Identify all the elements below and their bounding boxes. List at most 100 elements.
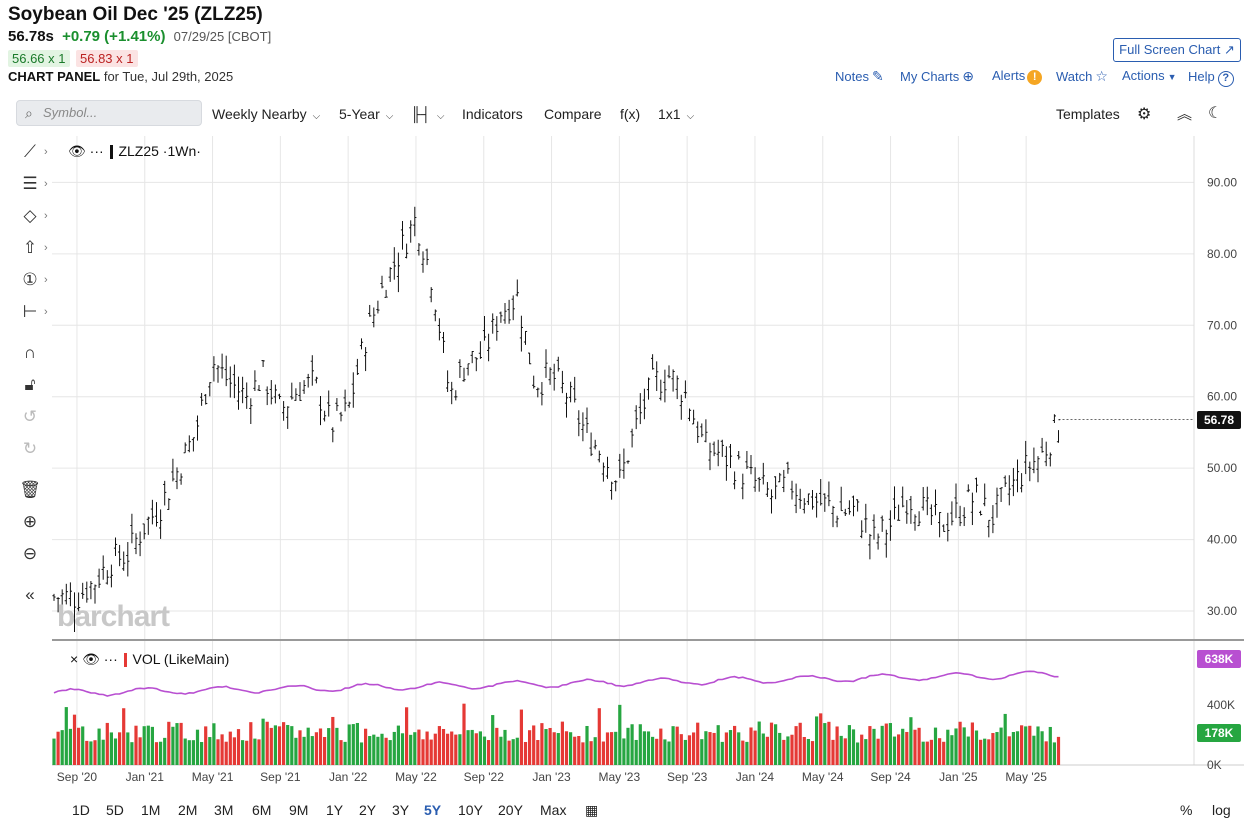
range-3m[interactable]: 3M [214,802,234,818]
volume-bar [552,732,556,765]
volume-bar [700,739,704,765]
volume-bar [294,737,298,765]
volume-bar [134,725,138,765]
volume-bar [478,731,482,765]
volume-bar [835,726,839,765]
interval-dropdown[interactable]: Weekly Nearby ⌵ [212,106,320,122]
log-scale-toggle[interactable]: log [1212,802,1231,818]
volume-bar [470,729,474,765]
volume-bar [343,741,347,765]
watch-link[interactable]: Watch ☆ [1056,68,1108,85]
full-screen-chart-button[interactable]: Full Screen Chart ↗ [1113,38,1241,62]
volume-bar [573,736,577,765]
x-tick-label: Jan '25 [939,770,978,784]
layout-dropdown[interactable]: 1x1 ⌵ [658,106,694,122]
x-tick-label: Jan '22 [329,770,368,784]
range-10y[interactable]: 10Y [458,802,483,818]
settings-gear-icon[interactable]: ⚙ [1137,106,1152,123]
help-link[interactable]: Help? [1188,69,1234,87]
volume-bar [675,726,679,765]
redo-icon[interactable]: ↻ [22,439,38,458]
volume-bar [958,721,962,765]
line-tool-icon[interactable]: ⟋ › [24,142,48,161]
percent-scale-toggle[interactable]: % [1180,802,1193,818]
x-tick-label: Sep '21 [260,770,301,784]
volume-bar [560,721,564,765]
close-icon[interactable]: × [70,651,79,667]
range-dropdown[interactable]: 5-Year ⌵ [339,106,393,122]
volume-bar [126,732,130,765]
arrow-tool-icon[interactable]: ⇧ › [22,238,48,257]
range-3y[interactable]: 3Y [392,802,410,818]
volume-bar [515,737,519,765]
price-line: 56.78s +0.79 (+1.41%) 07/29/25 [CBOT] [8,28,271,45]
range-max[interactable]: Max [540,802,567,818]
magnet-icon[interactable]: ∩ [23,343,37,362]
volume-bar [925,741,929,765]
undo-icon[interactable]: ↺ [22,407,38,426]
notes-link[interactable]: Notes ✎ [835,68,884,85]
volume-bar [347,724,351,765]
range-2m[interactable]: 2M [178,802,198,818]
volume-bar [864,739,868,765]
volume-bar [872,728,876,765]
volume-bar [454,734,458,765]
more-menu-icon[interactable]: ··· [89,143,104,159]
full-screen-label: Full Screen Chart [1119,42,1221,57]
measure-icon[interactable]: ⊢ › [22,302,48,321]
shape-tool-icon[interactable]: ◇ › [23,206,48,225]
x-tick-label: Sep '23 [667,770,708,784]
volume-bar [630,724,634,765]
volume-bar [810,741,815,765]
volume-bar [884,723,888,765]
volume-bar [257,739,261,765]
my-charts-link[interactable]: My Charts ⊕ [900,68,974,85]
volume-bar [425,731,429,765]
volume-bar [1003,713,1007,765]
range-1y[interactable]: 1Y [326,802,344,818]
range-1d[interactable]: 1D [72,802,90,818]
volume-bar [798,722,802,765]
edit-icon: ✎ [871,68,884,84]
collapse-up-icon[interactable]: ︽ [1177,106,1193,123]
visibility-icon[interactable]: 👁︎ [68,143,86,159]
actions-menu[interactable]: Actions ▼ [1122,68,1177,83]
trash-icon[interactable]: 🗑︎ [19,480,41,499]
templates-button[interactable]: Templates [1056,106,1120,122]
calendar-icon[interactable]: ▦ [585,802,599,818]
panel-title: CHART PANEL [8,69,101,84]
collapse-icon[interactable]: « [25,585,35,604]
indicators-button[interactable]: Indicators [462,106,523,122]
range-20y[interactable]: 20Y [498,802,523,818]
volume-bar [495,727,499,765]
visibility-icon[interactable]: 👁︎ [82,651,100,667]
range-5d[interactable]: 5D [106,802,124,818]
volume-bar [626,727,630,765]
alerts-link[interactable]: Alerts! [992,68,1043,85]
zoom-out-icon[interactable]: ⊖ [22,544,38,563]
volume-bar [405,707,409,765]
compare-button[interactable]: Compare [544,106,602,122]
symbol-search-input[interactable]: ⌕ Symbol... [16,100,202,126]
range-5y[interactable]: 5Y [424,802,442,818]
chart-type-dropdown[interactable]: ╟┤ ⌵ [411,106,444,122]
range-2y[interactable]: 2Y [359,802,377,818]
dark-mode-icon[interactable]: ☾ [1208,105,1223,122]
annotation-icon[interactable]: ① › [22,270,48,289]
range-9m[interactable]: 9M [289,802,309,818]
price-chart[interactable]: Sep '20 Jan '21 May '21 Sep '21 Jan '22 May '… [0,132,1251,797]
more-menu-icon[interactable]: ··· [103,651,118,667]
fib-tool-icon[interactable]: ☰ › [22,174,48,193]
volume-bar [261,718,265,765]
volume-bar [269,727,273,765]
star-icon: ☆ [1095,68,1108,84]
volume-bar [868,726,872,765]
volume-bar [556,733,560,765]
zoom-in-icon[interactable]: ⊕ [22,512,38,531]
volume-bar [200,742,204,765]
lock-icon[interactable]: 🔓︎ [24,375,36,394]
range-1m[interactable]: 1M [141,802,161,818]
drawing-tools-sidebar: ⟋ › ☰ › ◇ › ⇧ › ① › ⊢ › ∩ 🔓︎ ↺ ↻ 🗑︎ ⊕ ⊖ « [0,136,52,616]
function-button[interactable]: f(x) [620,106,641,122]
range-6m[interactable]: 6M [252,802,272,818]
